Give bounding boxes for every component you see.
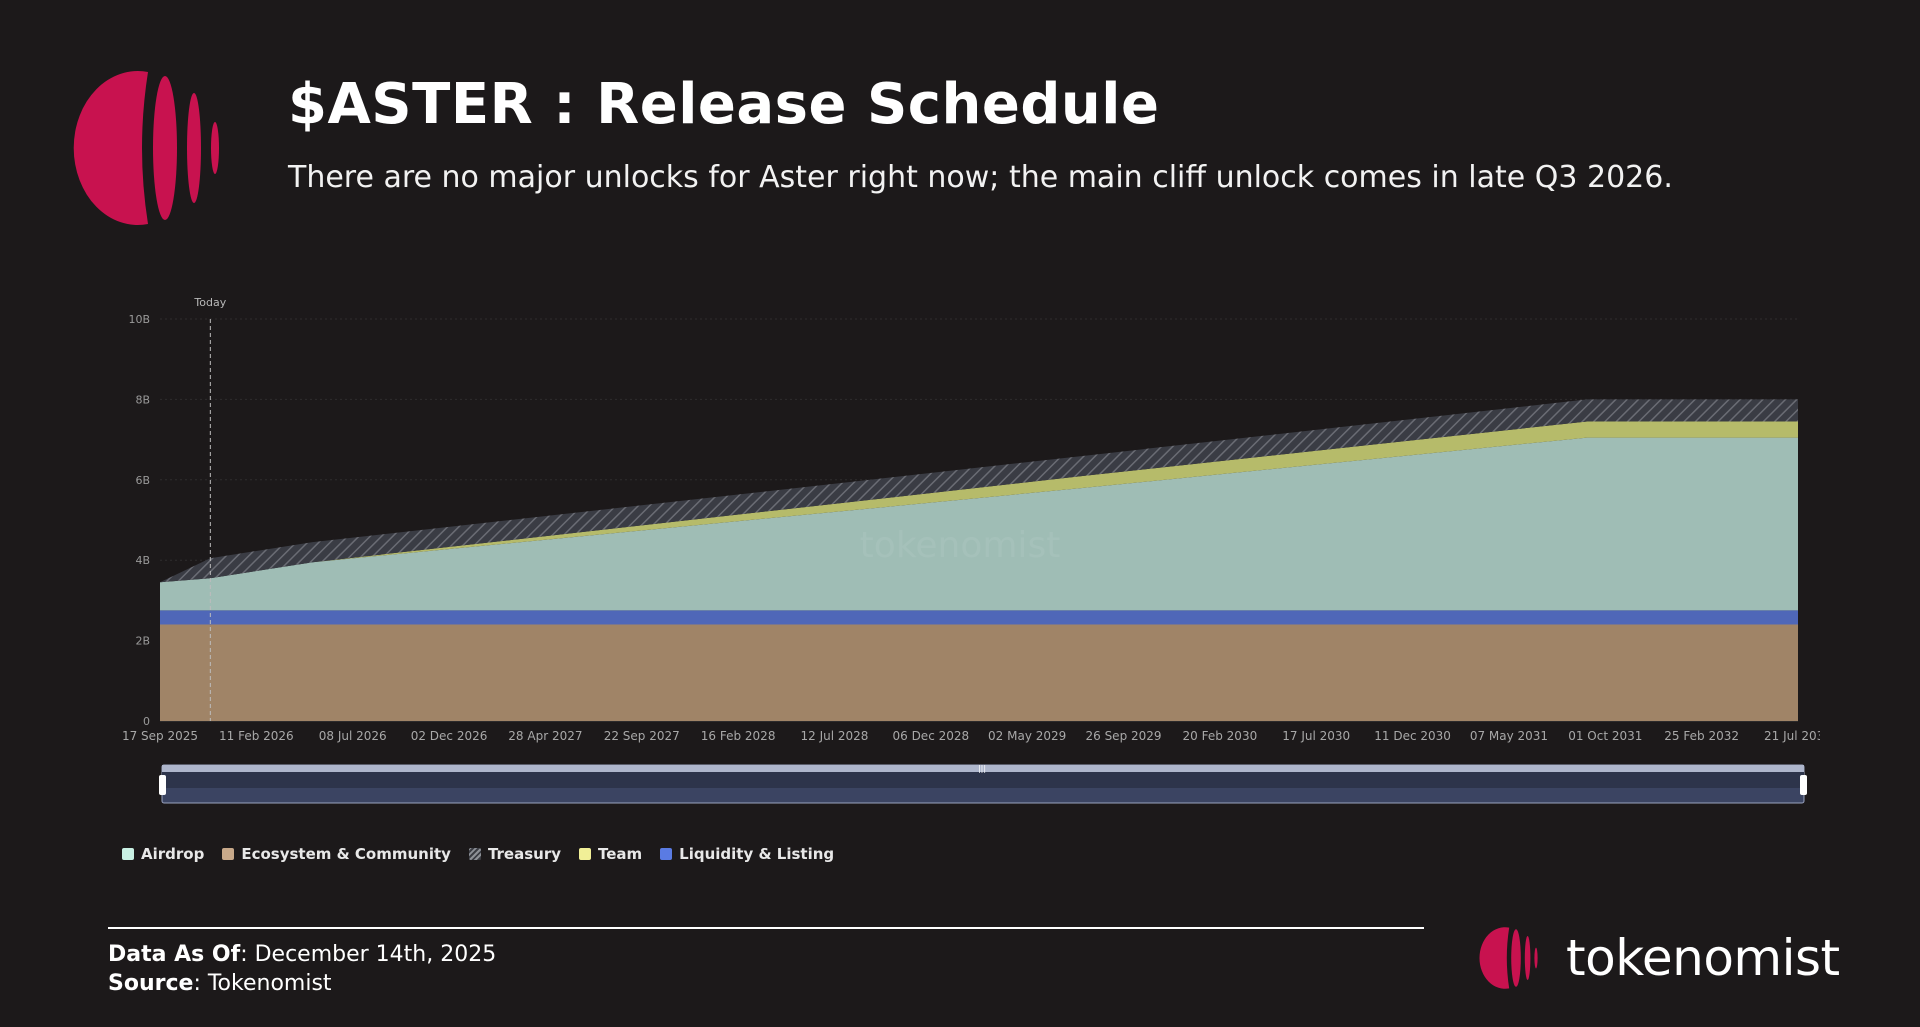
y-tick-label: 8B [135,393,150,406]
legend-label: Airdrop [141,845,205,863]
y-tick-label: 2B [135,635,150,648]
x-tick-label: 20 Feb 2030 [1183,729,1258,743]
x-tick-label: 01 Oct 2031 [1568,729,1642,743]
scroller-grip-icon[interactable]: ||| [978,764,986,773]
tokenomist-small-logo-icon [1479,927,1538,989]
x-tick-label: 22 Sep 2027 [604,729,680,743]
area-ecosystem-community [160,624,1798,721]
x-tick-label: 26 Sep 2029 [1085,729,1161,743]
x-tick-label: 17 Jul 2030 [1282,729,1350,743]
scroller-left-handle[interactable] [159,775,166,795]
area-team [160,421,1798,583]
scroller-right-handle[interactable] [1800,775,1807,795]
scroller-preview [162,772,1804,788]
x-tick-label: 11 Dec 2030 [1374,729,1451,743]
legend-label: Ecosystem & Community [241,845,451,863]
page-subtitle: There are no major unlocks for Aster rig… [288,160,1673,195]
scroller-top-bar[interactable] [162,765,1804,772]
y-tick-label: 0 [143,715,150,728]
legend-label: Treasury [487,845,561,863]
legend-item[interactable]: Liquidity & Listing [660,845,834,863]
range-scroller[interactable]: ||| [159,764,1807,804]
today-marker: Today [193,296,227,721]
brand-lockup: tokenomist [1474,924,1840,992]
today-label: Today [193,296,226,309]
tokenomist-logo-icon [73,71,219,225]
page-title: $ASTER : Release Schedule [288,72,1160,137]
y-tick-label: 10B [128,313,150,326]
chart-svg: tokenomist Today 0 2B 4B 6B 8B 10B 17 Sep 202… [122,296,1820,804]
legend-item[interactable]: Ecosystem & Community [222,845,451,863]
legend-label: Team [598,845,643,863]
legend-swatch [122,848,134,860]
legend-item[interactable]: Airdrop [122,845,204,863]
chart-legend: Airdrop Ecosystem & Community Treasury Team… [122,845,834,863]
y-axis: 0 2B 4B 6B 8B 10B [128,313,150,728]
area-liquidity-listing [160,610,1798,625]
legend-swatch [660,848,673,860]
x-tick-label: 17 Sep 2025 [122,729,198,743]
x-tick-label: 08 Jul 2026 [319,729,387,743]
y-tick-label: 4B [135,554,150,567]
legend-swatch [222,848,235,860]
legend-item[interactable]: Treasury [468,845,561,863]
legend-swatch [468,848,481,860]
data-as-of-value: : December 14th, 2025 [240,942,497,967]
x-tick-label: 06 Dec 2028 [892,729,969,743]
source-label: Source [108,971,194,996]
x-tick-label: 28 Apr 2027 [508,729,582,743]
footer-divider [108,927,1424,929]
area-treasury [160,399,1798,583]
area-airdrop [160,437,1798,611]
data-as-of: Data As Of: December 14th, 2025 [108,942,496,967]
brand-name: tokenomist [1566,929,1840,987]
release-schedule-chart: tokenomist Today 0 2B 4B 6B 8B 10B 17 Sep 202… [100,285,1820,805]
x-axis: 17 Sep 2025 11 Feb 2026 08 Jul 2026 02 Dec … [122,729,1820,743]
area-series [160,399,1798,721]
legend-swatch [579,848,591,860]
legend-label: Liquidity & Listing [679,845,835,863]
legend-item[interactable]: Team [579,845,642,863]
x-tick-label: 11 Feb 2026 [219,729,294,743]
source-value: : Tokenomist [193,971,332,996]
watermark-text: tokenomist [860,525,1061,566]
data-as-of-label: Data As Of [108,942,241,967]
x-tick-label: 02 Dec 2026 [411,729,488,743]
y-tick-label: 6B [135,474,150,487]
x-tick-label: 07 May 2031 [1470,729,1548,743]
x-tick-label: 02 May 2029 [988,729,1066,743]
x-tick-label: 16 Feb 2028 [701,729,776,743]
x-tick-label: 21 Jul 2033 [1764,729,1820,743]
x-tick-label: 12 Jul 2028 [801,729,869,743]
source: Source: Tokenomist [108,971,332,996]
x-tick-label: 25 Feb 2032 [1664,729,1739,743]
